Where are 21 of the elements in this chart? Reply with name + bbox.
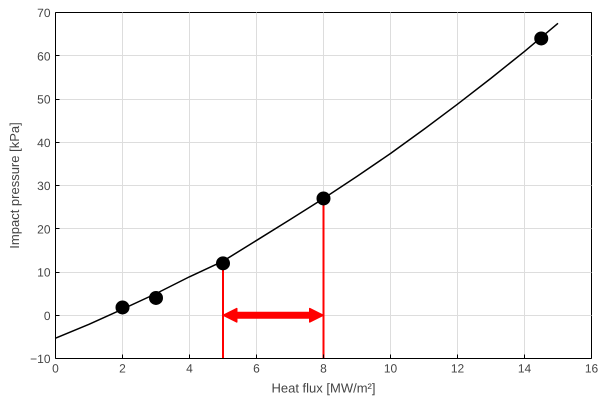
- x-tick-label: 16: [584, 362, 598, 376]
- y-tick-label: −10: [30, 352, 51, 366]
- y-tick-label: 60: [37, 49, 51, 64]
- line-series: [56, 22, 559, 339]
- x-tick-label: 8: [320, 362, 328, 376]
- x-tick-label: 12: [450, 362, 464, 376]
- x-tick-label: 6: [253, 362, 260, 376]
- y-tick-label: 20: [37, 222, 51, 236]
- x-tick-label: 14: [518, 362, 532, 376]
- y-tick-label: 50: [37, 92, 51, 106]
- y-tick-label: 30: [37, 179, 51, 193]
- x-tick-label: 2: [119, 362, 126, 376]
- y-tick-label: 10: [37, 266, 51, 280]
- y-tick-label: 70: [37, 6, 51, 20]
- x-tick-label: 10: [384, 362, 398, 376]
- x-axis-title: Heat flux [MW/m²]: [271, 380, 376, 396]
- x-tick-label: 0: [52, 362, 60, 376]
- y-tick-label: 40: [37, 136, 51, 150]
- y-tick-label: 0: [44, 308, 51, 323]
- x-tick-label: 4: [186, 362, 194, 376]
- y-axis-title: Impact pressure [kPa]: [7, 122, 22, 249]
